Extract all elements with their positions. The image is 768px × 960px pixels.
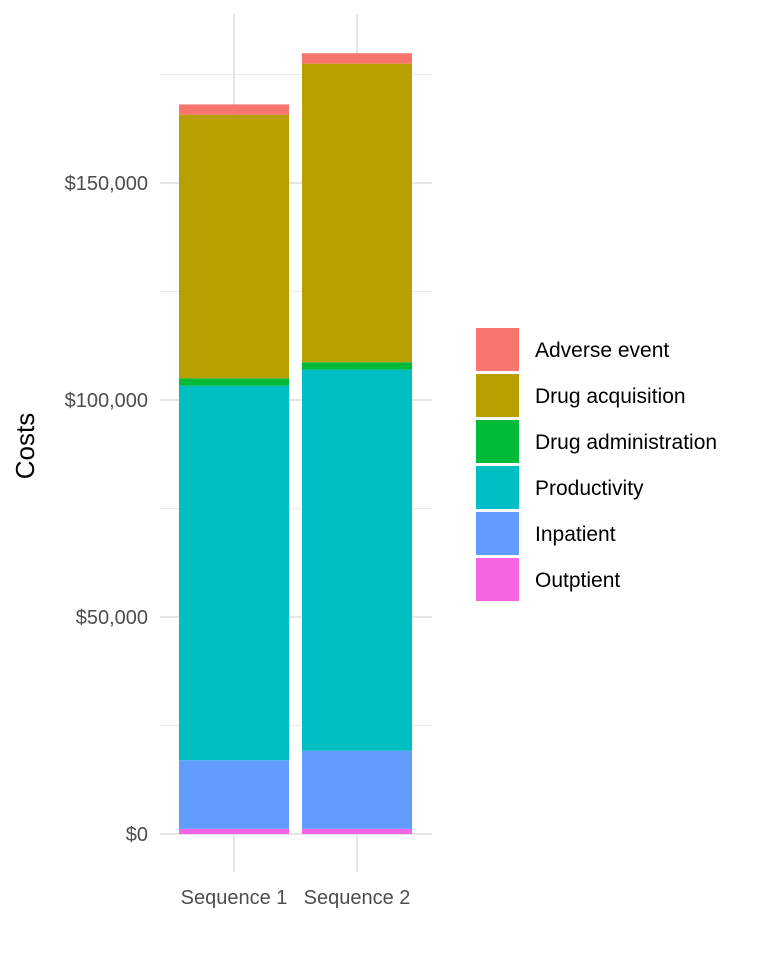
bar-stacks [179, 53, 412, 834]
legend-label-productivity: Productivity [535, 477, 644, 500]
legend-swatch-adverse-event [476, 328, 519, 371]
legend-swatch-drug-administration [476, 420, 519, 463]
bar-segment-sequence-2-drug-acquisition [302, 63, 412, 363]
x-tick-label: Sequence 1 [181, 887, 288, 909]
legend-label-drug-administration: Drug administration [535, 431, 717, 454]
y-tick-label: $150,000 [65, 173, 148, 195]
bar-segment-sequence-1-adverse-event [179, 104, 289, 115]
legend-label-drug-acquisition: Drug acquisition [535, 385, 686, 408]
legend-swatch-productivity [476, 466, 519, 509]
y-axis-ticks: $0 $50,000 $100,000 $150,000 [65, 173, 148, 846]
bar-segment-sequence-1-productivity [179, 385, 289, 761]
bar-segment-sequence-1-outptient [179, 828, 289, 834]
legend-label-inpatient: Inpatient [535, 523, 616, 546]
legend-swatch-drug-acquisition [476, 374, 519, 417]
bar-segment-sequence-1-drug-acquisition [179, 114, 289, 379]
bar-segment-sequence-2-inpatient [302, 750, 412, 829]
legend: Adverse event Drug acquisition Drug admini… [476, 328, 717, 601]
x-tick-label: Sequence 2 [304, 887, 411, 909]
legend-label-adverse-event: Adverse event [535, 339, 669, 362]
y-tick-label: $100,000 [65, 390, 148, 412]
y-tick-label: $50,000 [76, 607, 148, 629]
bar-segment-sequence-2-adverse-event [302, 53, 412, 64]
bar-segment-sequence-1-drug-administration [179, 378, 289, 386]
x-axis-ticks: Sequence 1 Sequence 2 [181, 887, 411, 909]
bar-segment-sequence-2-outptient [302, 828, 412, 834]
bar-segment-sequence-1-inpatient [179, 760, 289, 829]
legend-swatch-inpatient [476, 512, 519, 555]
bar-segment-sequence-2-drug-administration [302, 362, 412, 370]
legend-label-outptient: Outptient [535, 569, 620, 592]
y-tick-label: $0 [126, 824, 148, 846]
bar-segment-sequence-2-productivity [302, 369, 412, 751]
legend-swatch-outptient [476, 558, 519, 601]
y-axis-label: Costs [10, 413, 40, 479]
